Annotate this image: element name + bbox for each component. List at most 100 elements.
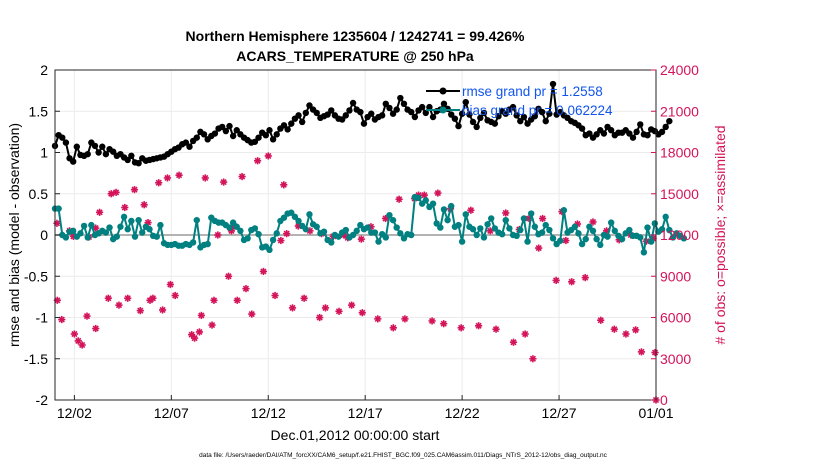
right-axis: 0 3000 6000 9000 12000 15000 18000 21000 24000 xyxy=(651,62,699,408)
obs-marker-center xyxy=(604,229,609,233)
x-axis: 12/02 12/07 12/12 12/17 12/22 12/27 01/01 xyxy=(57,395,674,421)
rmse-point xyxy=(393,106,400,113)
obs-marker xyxy=(568,278,576,286)
rmse-point xyxy=(84,150,91,158)
bias-point xyxy=(560,207,568,214)
rmse-point xyxy=(469,118,477,126)
rmse-point xyxy=(328,107,335,114)
obs-marker xyxy=(104,294,112,302)
obs-marker xyxy=(242,285,250,293)
obs-marker-center xyxy=(504,211,508,215)
obs-marker xyxy=(259,267,268,276)
rmse-point xyxy=(466,111,473,118)
obs-marker-center xyxy=(359,237,363,241)
obs-marker xyxy=(224,272,233,280)
obs-marker xyxy=(651,348,659,357)
obs-marker-center xyxy=(261,269,266,274)
rmse-point xyxy=(633,128,640,136)
rmse-point xyxy=(109,148,117,155)
bias-point xyxy=(557,237,564,244)
bias-point xyxy=(455,221,462,229)
obs-marker-center xyxy=(422,193,426,197)
obs-marker xyxy=(637,348,646,356)
obs-marker-center xyxy=(376,317,380,321)
obs-marker-center xyxy=(531,357,535,361)
y-tick-label: 1 xyxy=(40,145,48,161)
obs-marker-center xyxy=(109,192,113,196)
obs-marker-center xyxy=(55,221,59,225)
obs-marker xyxy=(288,304,297,312)
bias-point xyxy=(233,223,240,230)
bias-point xyxy=(146,226,153,233)
obs-marker xyxy=(581,274,589,282)
obs-marker-center xyxy=(494,327,498,331)
x-tick-label: 12/27 xyxy=(542,405,577,421)
obs-marker-center xyxy=(554,278,558,282)
obs-marker xyxy=(130,186,139,194)
rmse-point xyxy=(211,130,219,137)
obs-marker-center xyxy=(173,293,177,298)
bias-point xyxy=(502,216,509,224)
bias-point xyxy=(437,224,444,231)
rmse-point xyxy=(226,122,233,130)
obs-marker xyxy=(195,328,204,336)
obs-marker-center xyxy=(142,203,146,207)
bias-point xyxy=(480,234,488,241)
obs-marker xyxy=(529,355,537,363)
obs-marker-center xyxy=(350,303,354,307)
bias-point xyxy=(393,224,400,231)
bias-point xyxy=(473,231,480,239)
obs-marker xyxy=(238,172,246,181)
bias-point xyxy=(302,226,310,233)
rmse-point xyxy=(531,113,539,120)
x-tick-label: 12/22 xyxy=(445,405,480,421)
obs-marker-center xyxy=(123,205,127,210)
obs-marker-center xyxy=(250,312,254,316)
obs-marker-center xyxy=(138,309,142,313)
legend-rmse-label: rmse grand pr = 1.2558 xyxy=(462,84,603,99)
bias-point xyxy=(586,223,593,230)
bias-point xyxy=(139,229,146,236)
bias-point xyxy=(266,246,273,254)
obs-marker-center xyxy=(177,173,181,177)
rmse-point xyxy=(400,100,408,108)
y-right-tick-label: 12000 xyxy=(660,227,699,243)
obs-marker-center xyxy=(226,274,231,278)
rmse-point xyxy=(251,138,259,145)
obs-marker-center xyxy=(197,330,202,334)
obs-marker-center xyxy=(199,313,203,318)
bias-point xyxy=(498,230,506,238)
rmse-point xyxy=(658,128,666,136)
bias-point xyxy=(364,224,371,231)
rmse-point xyxy=(306,102,313,109)
rmse-point xyxy=(342,112,350,119)
obs-marker xyxy=(321,304,330,312)
bias-point xyxy=(313,223,320,230)
obs-marker-center xyxy=(318,315,322,320)
rmse-point xyxy=(338,116,346,123)
rmse-point xyxy=(411,113,419,121)
y-tick-label: -0.5 xyxy=(24,268,48,284)
obs-marker xyxy=(210,296,218,304)
bias-point xyxy=(77,230,84,237)
rmse-point xyxy=(389,110,397,117)
obs-marker xyxy=(201,174,209,182)
bias-point xyxy=(637,234,644,241)
obs-marker-center xyxy=(192,336,197,340)
y-tick-label: -1.5 xyxy=(24,351,48,367)
rmse-point xyxy=(73,143,81,150)
y-right-tick-label: 6000 xyxy=(660,310,691,326)
obs-marker-center xyxy=(222,180,226,184)
bias-point xyxy=(88,221,95,229)
bias-point xyxy=(157,221,164,229)
obs-marker-center xyxy=(564,238,568,243)
rmse-point xyxy=(637,121,644,128)
rmse-point xyxy=(91,142,99,150)
rmse-point xyxy=(549,80,557,88)
bias-point xyxy=(491,225,499,232)
obs-marker-center xyxy=(117,303,121,307)
bias-point xyxy=(117,223,124,230)
obs-marker-center xyxy=(599,318,603,322)
obs-marker xyxy=(83,312,91,320)
y-right-tick-label: 24000 xyxy=(660,62,699,78)
